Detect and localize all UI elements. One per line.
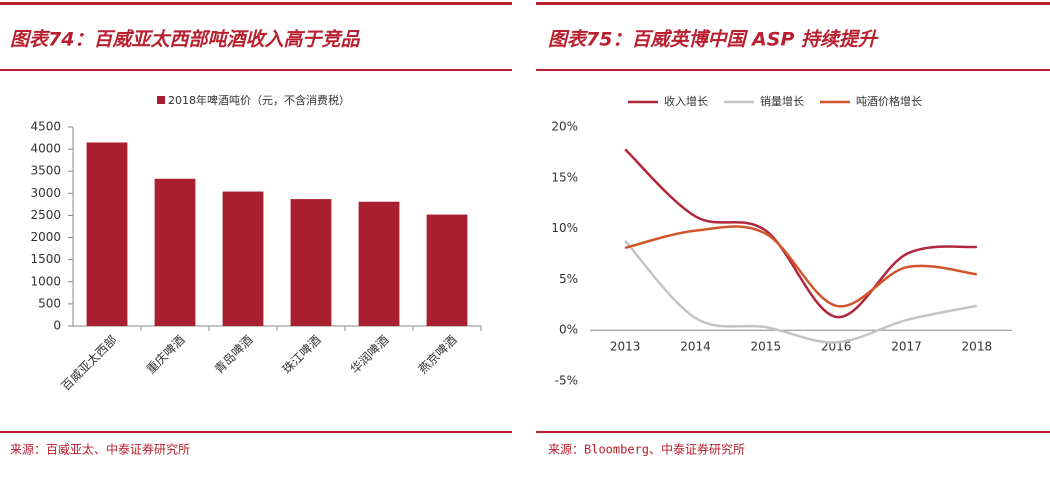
y-tick-label: 1000 — [30, 274, 61, 288]
y-tick-label: 20% — [551, 120, 578, 134]
bar — [154, 178, 196, 326]
legend-label: 2018年啤酒吨价（元，不含消费税） — [168, 93, 350, 107]
x-tick-label: 2013 — [610, 340, 641, 354]
x-tick-label: 百威亚太西部 — [58, 332, 120, 394]
y-tick-label: -5% — [555, 374, 578, 388]
y-tick-label: 2000 — [30, 230, 61, 244]
series-line — [624, 225, 977, 308]
x-tick-label: 2018 — [962, 340, 993, 354]
y-tick-label: 2500 — [30, 208, 61, 222]
bar — [86, 142, 128, 326]
x-tick-label: 2017 — [891, 340, 922, 354]
y-tick-label: 500 — [38, 296, 61, 310]
bar — [222, 191, 264, 326]
y-tick-label: 3000 — [30, 186, 61, 200]
top-rule — [536, 2, 1050, 5]
x-tick-label: 华润啤酒 — [347, 332, 392, 377]
chart-title: 图表74：百威亚太西部吨酒收入高于竞品 — [10, 29, 360, 51]
x-tick-label: 燕京啤酒 — [415, 332, 460, 377]
y-tick-label: 4500 — [30, 120, 61, 134]
y-tick-label: 10% — [551, 221, 578, 235]
x-tick-label: 2015 — [751, 340, 782, 354]
legend-label: 收入增长 — [664, 94, 708, 108]
x-tick-label: 青岛啤酒 — [211, 332, 256, 377]
y-tick-label: 5% — [559, 272, 578, 286]
series-line — [624, 148, 977, 319]
y-tick-label: 1500 — [30, 252, 61, 266]
top-rule — [0, 2, 512, 5]
bar — [290, 199, 332, 326]
y-tick-label: 4000 — [30, 142, 61, 156]
x-tick-label: 珠江啤酒 — [279, 332, 324, 377]
y-tick-label: 0% — [559, 323, 578, 337]
legend-swatch — [157, 96, 165, 104]
y-tick-label: 3500 — [30, 164, 61, 178]
chart-title: 图表75：百威英博中国 ASP 持续提升 — [548, 29, 879, 51]
bar — [358, 201, 400, 326]
source: 来源：百威亚太、中泰证券研究所 — [10, 442, 190, 457]
y-tick-label: 0 — [53, 319, 61, 333]
legend-label: 吨酒价格增长 — [856, 94, 922, 108]
x-tick-label: 2014 — [680, 340, 711, 354]
x-tick-label: 重庆啤酒 — [143, 332, 188, 377]
legend-label: 销量增长 — [760, 94, 804, 108]
series-line — [624, 239, 978, 344]
source: 来源：Bloomberg、中泰证券研究所 — [548, 442, 745, 457]
y-tick-label: 15% — [551, 170, 578, 184]
bar — [426, 214, 468, 326]
